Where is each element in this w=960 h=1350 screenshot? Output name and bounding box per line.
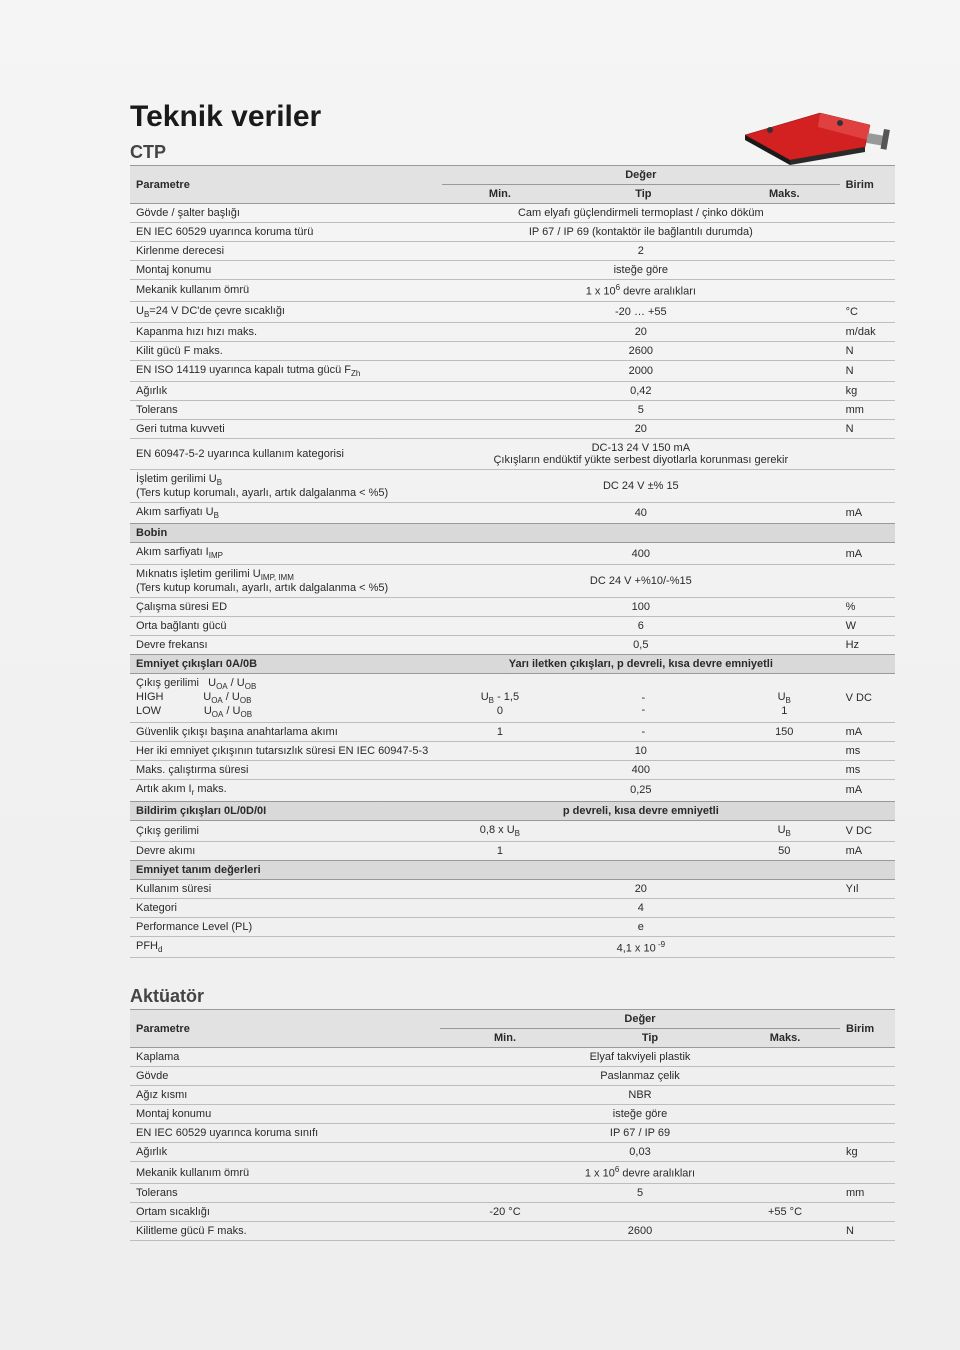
col-value: Değer: [442, 166, 840, 185]
table-row: Tolerans5mm: [130, 401, 895, 420]
table-row: Ağırlık0,03kg: [130, 1143, 895, 1162]
table-row: Ağırlık0,42kg: [130, 382, 895, 401]
table-row: Mıknatıs işletim gerilimi UIMP, IMM(Ters…: [130, 564, 895, 597]
akt-table: ParametreDeğerBirim Min.TipMaks.KaplamaEl…: [130, 1009, 895, 1241]
table-row: Kilitleme gücü F maks.2600N: [130, 1222, 895, 1241]
table-row: Orta bağlantı gücü6W: [130, 616, 895, 635]
col-param: Parametre: [130, 1010, 440, 1048]
col-max: Maks.: [730, 1029, 840, 1048]
table-row: Tolerans5mm: [130, 1184, 895, 1203]
table-row: KaplamaElyaf takviyeli plastik: [130, 1048, 895, 1067]
table-row: Çıkış gerilimi UOA / UOBHIGH UOA / UOBLO…: [130, 673, 895, 723]
table-row: Ağız kısmıNBR: [130, 1086, 895, 1105]
table-row: Kapanma hızı hızı maks.20m/dak: [130, 322, 895, 341]
table-row: Kategori4: [130, 898, 895, 917]
table-row: Kullanım süresi20Yıl: [130, 879, 895, 898]
table-row: Bildirim çıkışları 0L/0D/0Ip devreli, kı…: [130, 801, 895, 820]
table-row: Çıkış gerilimi0,8 x UBUBV DC: [130, 820, 895, 841]
table-row: Geri tutma kuvveti20N: [130, 420, 895, 439]
table-row: Mekanik kullanım ömrü1 x 106 devre aralı…: [130, 1162, 895, 1184]
table-row: EN IEC 60529 uyarınca koruma sınıfıIP 67…: [130, 1124, 895, 1143]
col-min: Min.: [440, 1029, 570, 1048]
col-max: Maks.: [729, 185, 840, 204]
akt-heading: Aktüatör: [130, 986, 895, 1007]
table-row: Artık akım Ir maks.0,25mA: [130, 780, 895, 801]
table-row: İşletim gerilimi UB(Ters kutup korumalı,…: [130, 470, 895, 503]
table-row: Devre akımı150mA: [130, 841, 895, 860]
table-row: Mekanik kullanım ömrü1 x 106 devre aralı…: [130, 280, 895, 302]
table-row: UB=24 V DC'de çevre sıcaklığı-20 … +55°C: [130, 301, 895, 322]
table-row: Güvenlik çıkışı başına anahtarlama akımı…: [130, 723, 895, 742]
product-illustration: [730, 95, 900, 165]
table-row: Her iki emniyet çıkışının tutarsızlık sü…: [130, 742, 895, 761]
col-tip: Tip: [570, 1029, 730, 1048]
col-param: Parametre: [130, 166, 442, 204]
table-row: Akım sarfiyatı IIMP400mA: [130, 543, 895, 564]
table-row: PFHd4,1 x 10 -9: [130, 936, 895, 958]
table-row: Emniyet çıkışları 0A/0BYarı iletken çıkı…: [130, 654, 895, 673]
table-row: Emniyet tanım değerleri: [130, 860, 895, 879]
col-value: Değer: [440, 1010, 840, 1029]
col-min: Min.: [442, 185, 558, 204]
table-row: EN ISO 14119 uyarınca kapalı tutma gücü …: [130, 360, 895, 381]
table-row: Kirlenme derecesi2: [130, 242, 895, 261]
table-row: Montaj konumuisteğe göre: [130, 1105, 895, 1124]
col-unit: Birim: [840, 166, 895, 204]
table-row: Akım sarfiyatı UB40mA: [130, 503, 895, 524]
table-row: Devre frekansı0,5Hz: [130, 635, 895, 654]
col-tip: Tip: [558, 185, 729, 204]
table-row: EN 60947-5-2 uyarınca kullanım kategoris…: [130, 439, 895, 470]
table-row: GövdePaslanmaz çelik: [130, 1067, 895, 1086]
table-row: Maks. çalıştırma süresi400ms: [130, 761, 895, 780]
ctp-table: ParametreDeğerBirim Min.TipMaks.Gövde / ş…: [130, 165, 895, 958]
table-row: Bobin: [130, 524, 895, 543]
table-row: EN IEC 60529 uyarınca koruma türüIP 67 /…: [130, 223, 895, 242]
table-row: Kilit gücü F maks.2600N: [130, 341, 895, 360]
col-unit: Birim: [840, 1010, 895, 1048]
table-row: Çalışma süresi ED100%: [130, 597, 895, 616]
table-row: Montaj konumuisteğe göre: [130, 261, 895, 280]
table-row: Gövde / şalter başlığıCam elyafı güçlend…: [130, 204, 895, 223]
table-row: Performance Level (PL)e: [130, 917, 895, 936]
table-row: Ortam sıcaklığı-20 °C+55 °C: [130, 1203, 895, 1222]
